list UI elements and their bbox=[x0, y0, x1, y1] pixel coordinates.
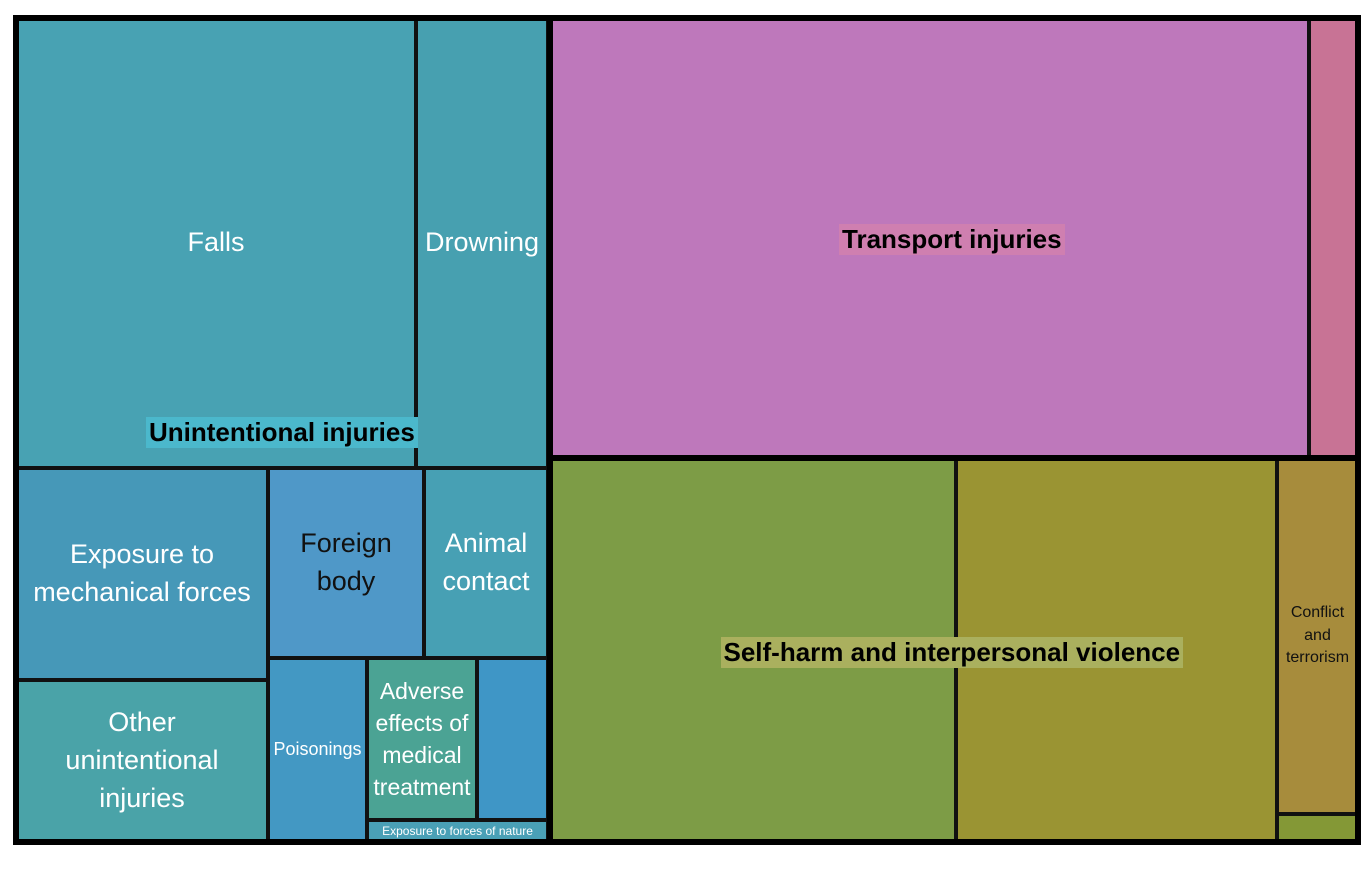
tile-label: Conflict and terrorism bbox=[1285, 604, 1350, 667]
tile-label: Drowning bbox=[424, 227, 540, 258]
tile-transport-injuries-1[interactable] bbox=[1309, 18, 1358, 458]
tile-label: Exposure to mechanical forces bbox=[33, 539, 251, 607]
tile-falls[interactable]: Falls bbox=[16, 18, 416, 468]
tile-animal-contact[interactable]: Animal contact bbox=[424, 468, 548, 658]
tile-poisonings[interactable]: Poisonings bbox=[268, 658, 367, 842]
tile-label: Falls bbox=[187, 227, 245, 258]
group-label-transport-injuries: Transport injuries bbox=[839, 223, 1065, 255]
tile-exposure-to-forces-of-nature[interactable]: Exposure to forces of nature bbox=[367, 820, 548, 842]
group-label-self-harm-and-interpersonal-violence: Self-harm and interpersonal violence bbox=[720, 636, 1184, 668]
group-label-unintentional-injuries: Unintentional injuries bbox=[146, 416, 418, 448]
tile-foreign-body[interactable]: Foreign body bbox=[268, 468, 424, 658]
tile-label: Foreign body bbox=[300, 528, 392, 596]
tile-label: Animal contact bbox=[442, 528, 530, 596]
tile-adverse-effects-of-medical-treatment[interactable]: Adverse effects of medical treatment bbox=[367, 658, 477, 820]
tile-label: Exposure to forces of nature bbox=[382, 823, 533, 838]
tile-unintentional-injuries-8[interactable] bbox=[477, 658, 548, 820]
tile-exposure-to-mechanical-forces[interactable]: Exposure to mechanical forces bbox=[16, 468, 268, 680]
tile-other-unintentional-injuries[interactable]: Other unintentional injuries bbox=[16, 680, 268, 842]
tile-label: Adverse effects of medical treatment bbox=[373, 677, 471, 801]
tile-conflict-and-terrorism[interactable]: Conflict and terrorism bbox=[1277, 458, 1358, 814]
tile-self-harm-and-interpersonal-violence-3[interactable] bbox=[1277, 814, 1358, 842]
tile-label: Poisonings bbox=[273, 739, 362, 760]
tile-label: Other unintentional injuries bbox=[65, 707, 219, 813]
tile-drowning[interactable]: Drowning bbox=[416, 18, 548, 468]
